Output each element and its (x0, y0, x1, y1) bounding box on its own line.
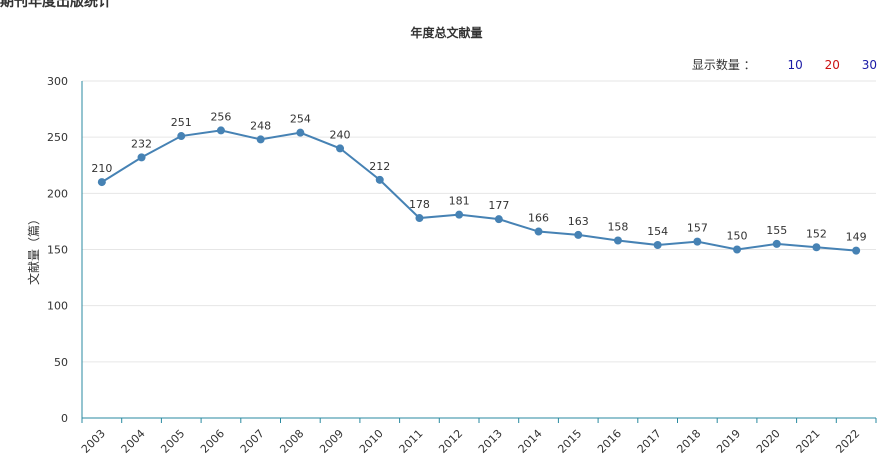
data-label: 157 (687, 222, 708, 235)
x-tick-label: 2014 (516, 427, 545, 456)
data-point[interactable] (97, 178, 106, 187)
data-point[interactable] (693, 237, 702, 246)
data-label: 181 (449, 195, 470, 208)
data-point[interactable] (613, 236, 622, 245)
series-annual-documents (97, 126, 861, 255)
data-point[interactable] (415, 214, 424, 223)
data-label: 150 (727, 230, 748, 243)
data-label: 212 (369, 160, 390, 173)
x-tick-label: 2017 (635, 427, 664, 456)
y-tick-label: 50 (54, 356, 68, 369)
data-point[interactable] (296, 128, 305, 137)
x-tick-label: 2011 (397, 427, 426, 456)
y-tick-label: 300 (47, 75, 68, 88)
axes: 0 50 100 150 200 250 300 2003 2004 2005 2006 2007 20… (47, 75, 877, 456)
x-tick-label: 2015 (555, 427, 584, 456)
data-label: 210 (91, 162, 112, 175)
series-line (101, 129, 857, 252)
data-label: 254 (290, 113, 311, 126)
data-label: 240 (330, 128, 351, 141)
display-count-label: 显示数量 ： (691, 58, 756, 72)
x-tick-label: 2019 (714, 427, 743, 456)
x-tick-label: 2010 (357, 427, 386, 456)
data-label: 154 (647, 225, 668, 238)
y-tick-label: 150 (47, 244, 68, 257)
data-point[interactable] (494, 215, 503, 224)
display-count-option-20[interactable]: 20 (824, 58, 840, 72)
grid-lines (82, 80, 876, 363)
y-axis-label: 文献量（篇） (26, 213, 41, 285)
data-label: 177 (488, 199, 509, 212)
data-label: 149 (846, 231, 867, 244)
x-tick-label: 2004 (119, 427, 148, 456)
data-point[interactable] (574, 230, 583, 239)
data-label: 232 (131, 137, 152, 150)
x-tick-label: 2021 (794, 427, 823, 456)
x-tick-label: 2008 (277, 427, 306, 456)
data-label: 155 (766, 224, 787, 237)
x-tick-label: 2012 (436, 427, 465, 456)
data-point[interactable] (534, 227, 543, 236)
y-tick-label: 0 (61, 412, 68, 425)
display-count-selector: 显示数量 ： 10 20 30 (692, 56, 877, 73)
x-tick-label: 2016 (595, 427, 624, 456)
page-heading: 期刊年度出版统计 (0, 0, 112, 10)
x-tick-label: 2007 (238, 427, 267, 456)
data-labels: 210 232 251 256 248 254 240 212 178 181 177 166 163 1… (91, 110, 866, 243)
x-tick-label: 2009 (317, 427, 346, 456)
data-point[interactable] (336, 144, 345, 153)
data-point[interactable] (772, 239, 781, 248)
chart-title: 年度总文献量 (410, 26, 483, 40)
data-point[interactable] (177, 132, 186, 141)
y-tick-label: 200 (47, 187, 68, 200)
y-tick-label: 250 (47, 131, 68, 144)
x-tick-label: 2006 (198, 427, 227, 456)
x-tick-label: 2022 (833, 427, 862, 456)
data-point[interactable] (812, 243, 821, 252)
data-point[interactable] (216, 126, 225, 135)
data-label: 152 (806, 227, 827, 240)
data-point[interactable] (852, 246, 861, 255)
x-tick-label: 2005 (158, 427, 187, 456)
data-label: 251 (171, 116, 192, 129)
data-label: 166 (528, 212, 549, 225)
display-count-option-10[interactable]: 10 (787, 58, 803, 72)
data-label: 248 (250, 119, 271, 132)
data-label: 163 (568, 215, 589, 228)
y-tick-label: 100 (47, 300, 68, 313)
data-label: 256 (210, 110, 231, 123)
data-point[interactable] (653, 241, 662, 250)
data-point[interactable] (375, 175, 384, 184)
x-tick-label: 2018 (674, 427, 703, 456)
data-point[interactable] (256, 135, 265, 144)
data-label: 158 (607, 221, 628, 234)
data-point[interactable] (137, 153, 146, 162)
data-point[interactable] (733, 245, 742, 254)
data-point[interactable] (455, 210, 464, 219)
data-label: 178 (409, 198, 430, 211)
x-tick-label: 2013 (476, 427, 505, 456)
x-tick-label: 2020 (754, 427, 783, 456)
x-tick-label: 2003 (79, 427, 108, 456)
display-count-option-30[interactable]: 30 (861, 58, 877, 72)
